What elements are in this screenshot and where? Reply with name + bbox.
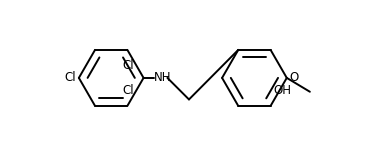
Text: NH: NH	[154, 71, 172, 84]
Text: Cl: Cl	[122, 84, 134, 97]
Text: Cl: Cl	[122, 59, 134, 72]
Text: O: O	[290, 71, 299, 84]
Text: Cl: Cl	[64, 71, 76, 84]
Text: OH: OH	[273, 84, 291, 97]
